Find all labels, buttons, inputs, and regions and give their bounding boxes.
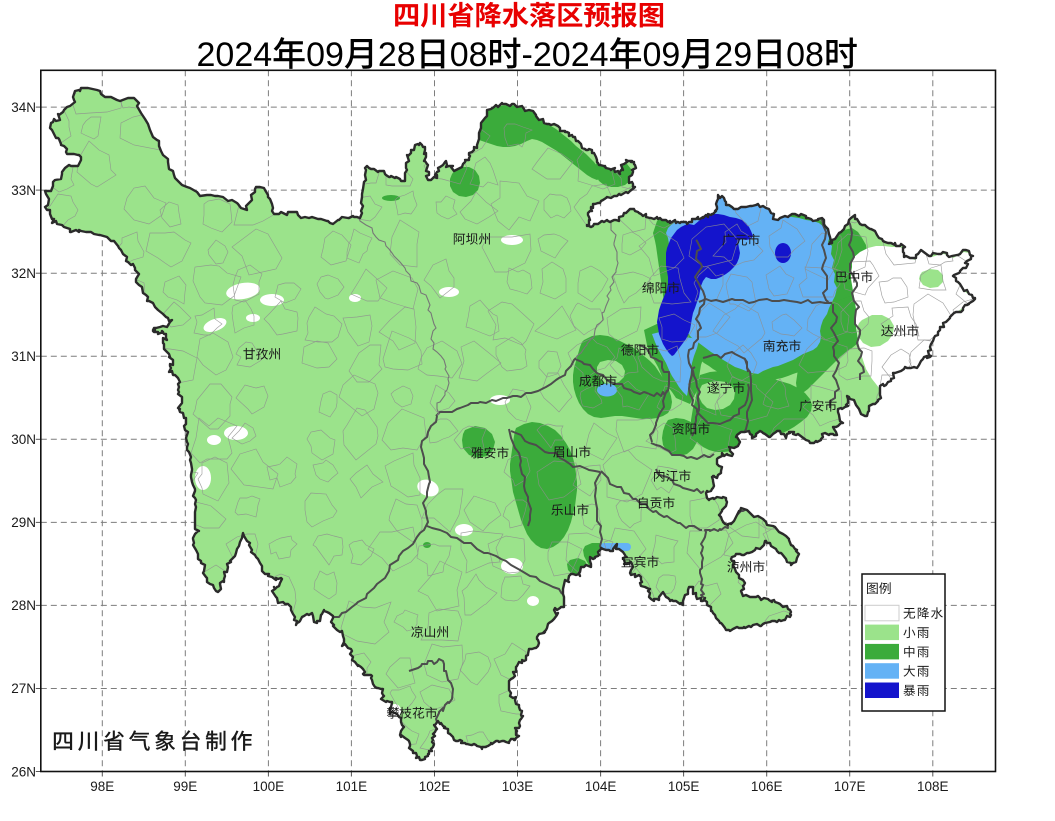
svg-text:09: 09 — [306, 36, 344, 74]
svg-text:106E: 106E — [751, 779, 783, 794]
svg-text:26N: 26N — [11, 764, 36, 779]
svg-text:2024: 2024 — [197, 36, 273, 74]
svg-text:104E: 104E — [585, 779, 617, 794]
svg-text:101E: 101E — [336, 779, 368, 794]
svg-text:2024: 2024 — [533, 36, 609, 74]
svg-text:-: - — [522, 36, 533, 74]
svg-text:28N: 28N — [11, 598, 36, 613]
svg-text:08: 08 — [786, 36, 824, 74]
svg-text:33N: 33N — [11, 183, 36, 198]
svg-text:32N: 32N — [11, 266, 36, 281]
svg-text:108E: 108E — [917, 779, 949, 794]
svg-text:28: 28 — [378, 36, 416, 74]
svg-text:105E: 105E — [668, 779, 700, 794]
svg-text:29: 29 — [714, 36, 752, 74]
svg-text:103E: 103E — [502, 779, 534, 794]
svg-text:09: 09 — [643, 36, 681, 74]
svg-text:27N: 27N — [11, 681, 36, 696]
svg-text:107E: 107E — [834, 779, 866, 794]
svg-text:08: 08 — [450, 36, 488, 74]
svg-text:100E: 100E — [253, 779, 285, 794]
svg-text:29N: 29N — [11, 515, 36, 530]
svg-text:98E: 98E — [90, 779, 114, 794]
svg-text:31N: 31N — [11, 349, 36, 364]
svg-text:34N: 34N — [11, 100, 36, 115]
svg-text:99E: 99E — [173, 779, 197, 794]
svg-text:30N: 30N — [11, 432, 36, 447]
svg-text:102E: 102E — [419, 779, 451, 794]
